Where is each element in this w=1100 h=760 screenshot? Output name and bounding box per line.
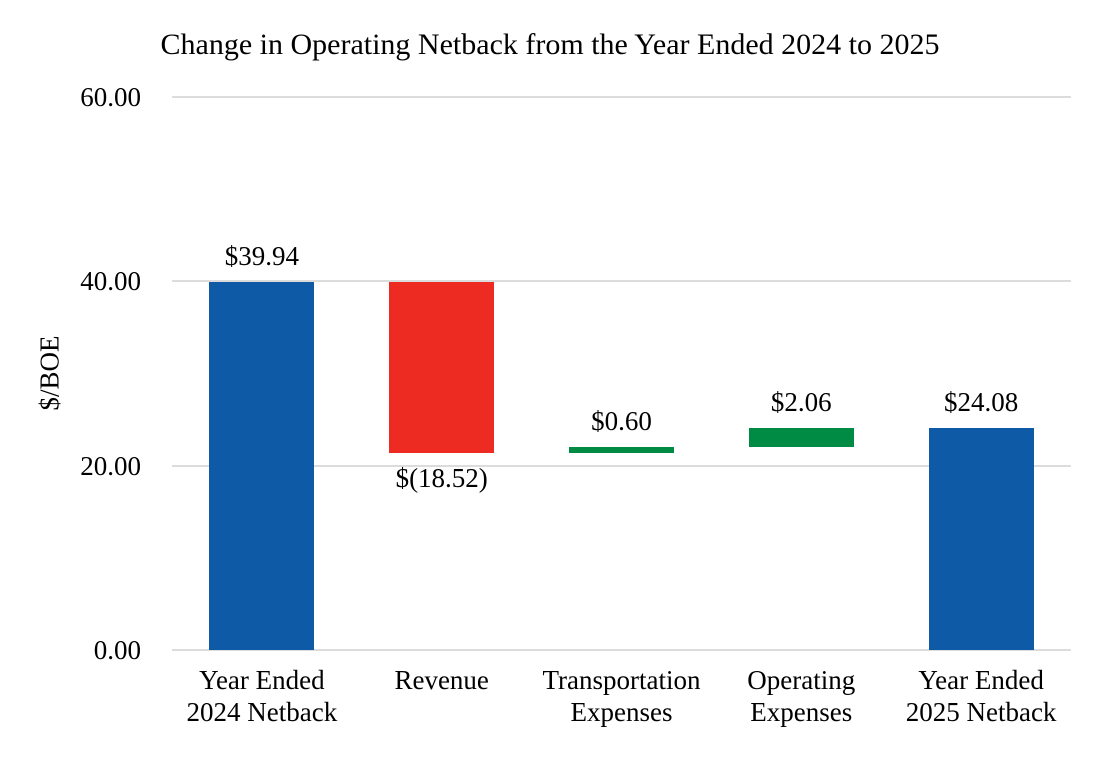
chart-title: Change in Operating Netback from the Yea…: [160, 28, 940, 61]
category-label-line: Operating: [747, 665, 856, 695]
gridline: [172, 464, 1071, 467]
category-label: Transportation Expenses: [532, 664, 712, 728]
plot-area: $39.94 $(18.52) $0.60 $2.06 $24.08: [172, 96, 1071, 651]
category-label-line: 2024 Netback: [186, 697, 338, 727]
data-label: $(18.52): [395, 462, 488, 493]
data-label: $2.06: [770, 387, 832, 418]
category-label-line: Transportation: [542, 665, 701, 695]
data-label: $24.08: [943, 387, 1019, 418]
bar-total: [209, 281, 315, 650]
y-axis-title: $/BOE: [34, 335, 65, 411]
category-label: Revenue: [352, 664, 532, 696]
category-label: Year Ended 2024 Netback: [172, 664, 352, 728]
y-tick-label: 40.00: [80, 266, 141, 297]
y-tick-label: 0.00: [93, 635, 141, 665]
gridline: [172, 96, 1071, 98]
bar-increase: [748, 428, 854, 448]
category-label-line: Expenses: [570, 697, 673, 727]
bar-increase: [569, 447, 674, 453]
category-label-line: 2025 Netback: [905, 697, 1057, 727]
y-tick-label: 20.00: [80, 450, 141, 481]
category-label-line: Expenses: [750, 697, 853, 727]
data-label: $39.94: [224, 240, 300, 271]
gridline: [172, 649, 1071, 651]
category-label: Year Ended 2025 Netback: [891, 664, 1071, 728]
category-label-line: Revenue: [394, 665, 489, 695]
category-label-line: Year Ended: [918, 665, 1044, 695]
category-label: Operating Expenses: [711, 664, 891, 728]
bar-decrease: [389, 281, 495, 453]
category-label-line: Year Ended: [199, 665, 325, 695]
gridline: [172, 280, 1071, 283]
bar-total: [928, 428, 1034, 650]
y-tick-label: 60.00: [80, 82, 141, 112]
data-label: $0.60: [591, 406, 652, 437]
